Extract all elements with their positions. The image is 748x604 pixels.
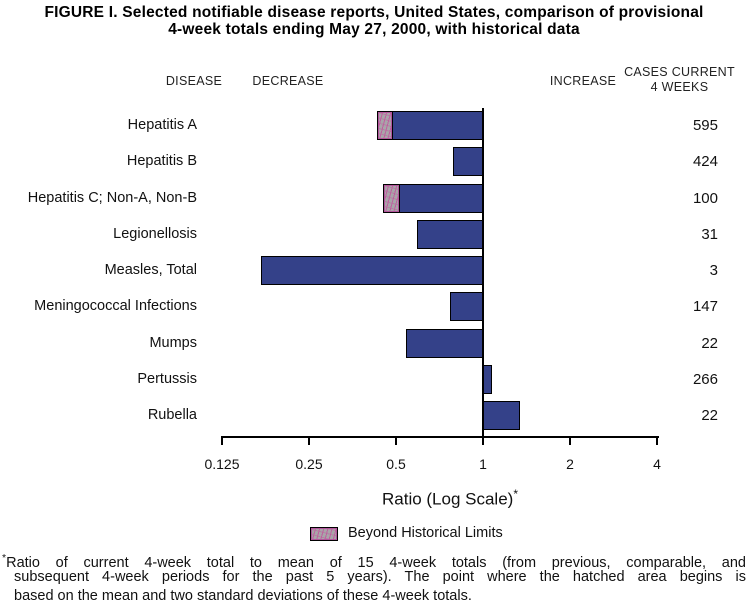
x-axis-tick-0.5 [395, 436, 397, 445]
x-axis-tick-0.25 [308, 436, 310, 445]
hatch-hepatitis-c-non-a-non-b [383, 184, 400, 213]
column-header-increase: INCREASE [549, 74, 617, 88]
cases-count-meningococcal-infections: 147 [692, 298, 718, 315]
x-axis-tick-label-0.125: 0.125 [204, 456, 240, 472]
footnote-line-1: *Ratio of current 4-week total to mean o… [2, 549, 746, 573]
cases-count-pertussis: 266 [692, 371, 718, 388]
disease-label-rubella: Rubella [147, 407, 197, 423]
disease-label-measles-total: Measles, Total [104, 262, 197, 278]
cases-count-hepatitis-c-non-a-non-b: 100 [692, 190, 718, 207]
x-axis-label-asterisk: * [513, 487, 518, 501]
x-axis-tick-0.125 [221, 436, 223, 445]
x-axis-tick-label-0.25: 0.25 [295, 456, 323, 472]
column-header-cases-current: CASES CURRENT 4 WEEKS [611, 65, 748, 95]
x-axis-label-text: Ratio (Log Scale) [381, 489, 514, 509]
ratio-one-reference-line [482, 108, 484, 438]
disease-label-legionellosis: Legionellosis [113, 226, 197, 242]
footnote-line-2: subsequent 4-week periods for the past 5… [14, 569, 746, 585]
hatch-hepatitis-a [377, 111, 393, 140]
figure-title-line-1: FIGURE I. Selected notifiable disease re… [44, 4, 704, 21]
column-header-disease: DISEASE [165, 74, 223, 88]
bar-meningococcal-infections [450, 292, 484, 321]
disease-label-pertussis: Pertussis [137, 371, 197, 387]
footnote-line-1-text: Ratio of current 4-week total to mean of… [6, 554, 746, 571]
x-axis-line [222, 436, 659, 438]
x-axis-tick-1 [482, 436, 484, 445]
column-header-cases-line-1: CASES CURRENT [624, 65, 735, 79]
x-axis-tick-label-1: 1 [479, 456, 487, 472]
x-axis-tick-label-0.5: 0.5 [386, 456, 406, 472]
disease-label-mumps: Mumps [149, 335, 197, 351]
disease-label-meningococcal-infections: Meningococcal Infections [34, 298, 197, 314]
bar-mumps [406, 329, 484, 358]
legend-label-beyond-historical-limits: Beyond Historical Limits [348, 525, 503, 541]
bar-hepatitis-b [453, 147, 484, 176]
column-header-cases-line-2: 4 WEEKS [650, 80, 709, 94]
bar-legionellosis [417, 220, 484, 249]
cases-count-rubella: 22 [701, 407, 718, 424]
x-axis-label: Ratio (Log Scale)* [304, 487, 596, 510]
x-axis-tick-4 [656, 436, 658, 445]
bar-rubella [483, 401, 520, 430]
footnote-line-3: based on the mean and two standard devia… [14, 588, 472, 604]
bar-hepatitis-a [377, 111, 484, 140]
cases-count-legionellosis: 31 [701, 226, 718, 243]
cases-count-measles-total: 3 [709, 262, 718, 279]
cases-count-hepatitis-b: 424 [692, 153, 718, 170]
footnote-asterisk: * [2, 552, 7, 564]
disease-label-hepatitis-a: Hepatitis A [127, 117, 197, 133]
x-axis-tick-label-4: 4 [653, 456, 661, 472]
figure-title-line-2: 4-week totals ending May 27, 2000, with … [168, 21, 580, 38]
cases-count-mumps: 22 [701, 335, 718, 352]
disease-label-hepatitis-b: Hepatitis B [126, 153, 197, 169]
cases-count-hepatitis-a: 595 [692, 117, 718, 134]
bar-measles-total [261, 256, 484, 285]
disease-label-hepatitis-c-non-a-non-b: Hepatitis C; Non-A, Non-B [27, 190, 197, 206]
column-header-decrease: DECREASE [252, 74, 324, 88]
bar-pertussis [483, 365, 492, 394]
x-axis-tick-label-2: 2 [566, 456, 574, 472]
legend-swatch-beyond-historical-limits [310, 527, 338, 541]
x-axis-tick-2 [569, 436, 571, 445]
